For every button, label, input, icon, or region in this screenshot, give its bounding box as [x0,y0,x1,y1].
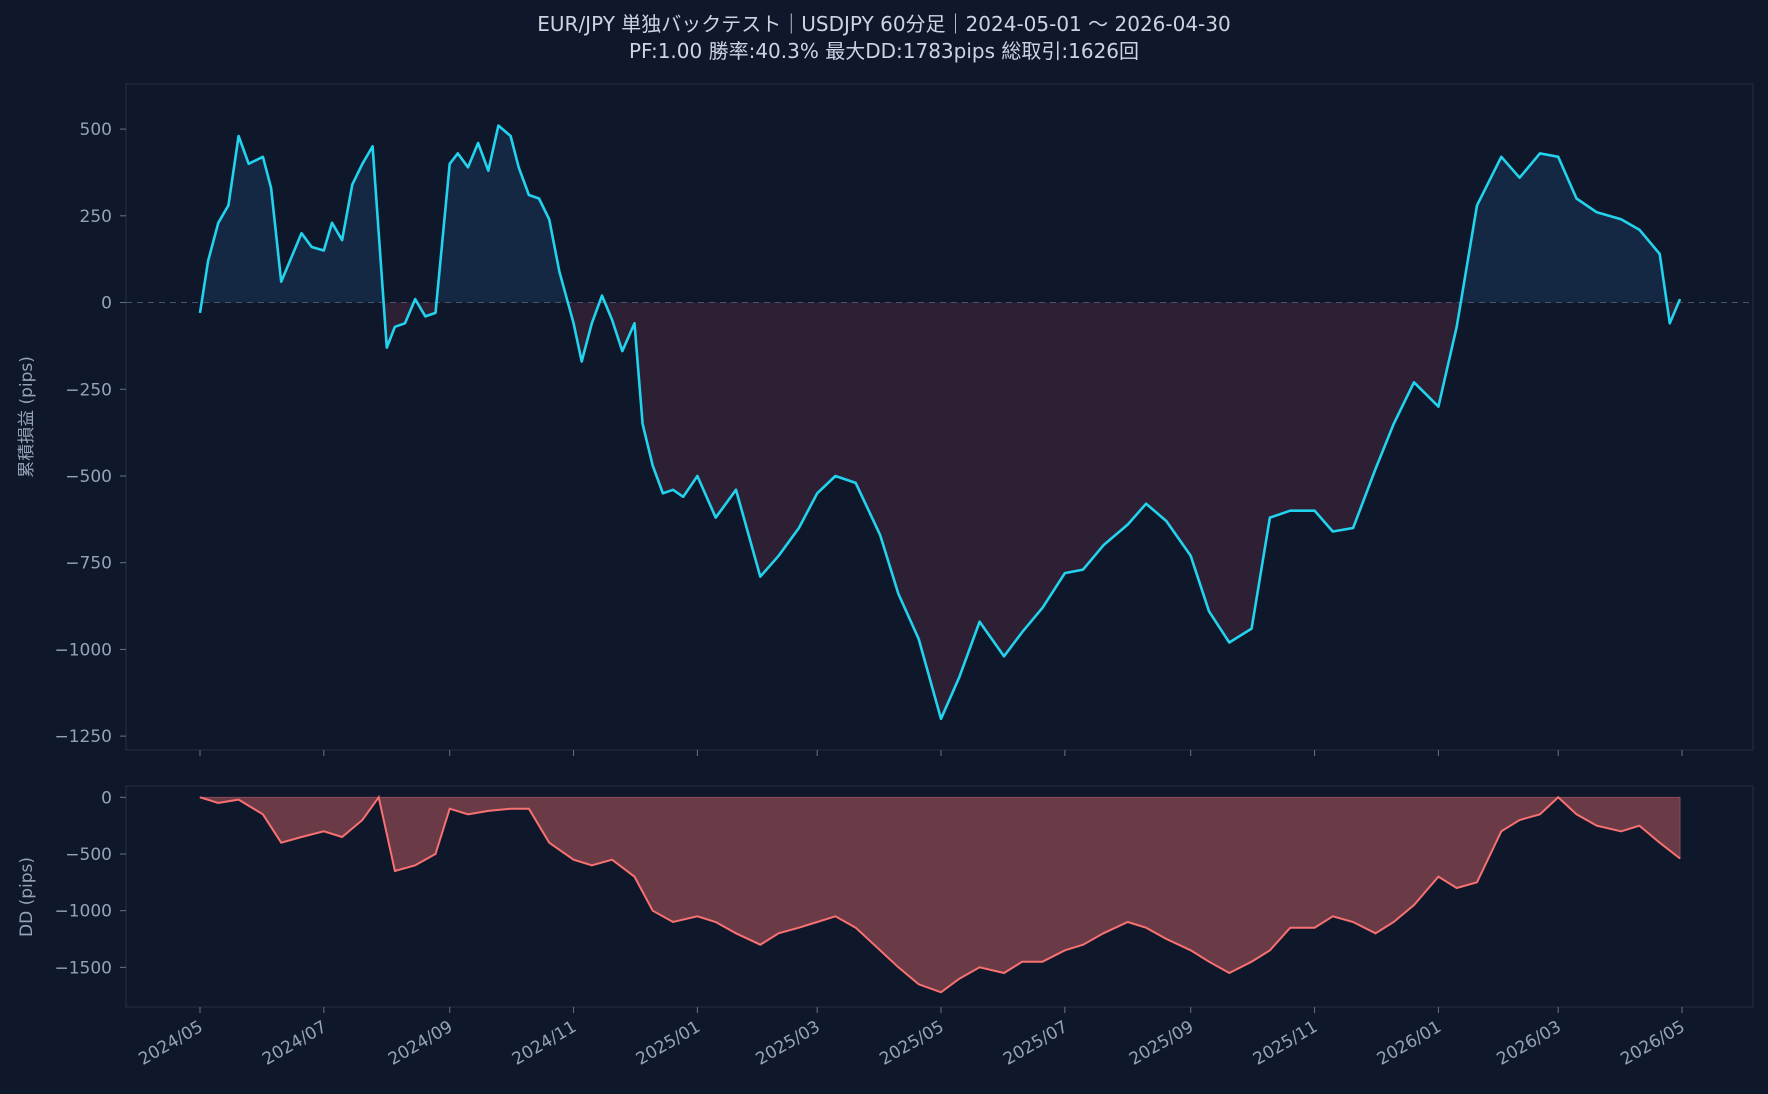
x-tick-label: 2025/03 [753,1017,824,1070]
x-tick-label: 2026/05 [1617,1017,1688,1070]
x-tick-label: 2026/01 [1374,1017,1445,1070]
bottom-y-tick-label: −500 [65,845,112,865]
bottom-y-tick-label: −1500 [54,958,112,978]
top-plot-frame [125,83,1754,751]
x-tick-label: 2024/11 [509,1017,580,1070]
x-tick-label: 2025/11 [1250,1017,1321,1070]
top-y-tick-label: −750 [65,554,112,574]
chart-subtitle: PF:1.00 勝率:40.3% 最大DD:1783pips 総取引:1626回 [629,39,1139,63]
x-tick-label: 2025/01 [633,1017,704,1070]
top-y-tick-label: 250 [80,207,112,227]
bottom-y-tick-label: −1000 [54,902,112,922]
bottom-y-axis-label: DD (pips) [17,857,37,937]
x-tick-label: 2025/07 [1000,1017,1071,1070]
loss-area [200,302,1679,719]
profit-area [200,125,1680,303]
drawdown-line [199,794,1681,994]
bottom-y-tick-label: 0 [101,788,112,808]
x-tick-label: 2024/07 [259,1017,330,1070]
x-tick-label: 2025/05 [876,1017,947,1070]
x-tick-label: 2025/09 [1126,1017,1197,1070]
top-y-tick-label: 0 [101,294,112,314]
top-y-tick-label: 500 [80,120,112,140]
x-tick-label: 2026/03 [1494,1017,1565,1070]
bottom-plot-frame [125,785,1754,1008]
x-tick-label: 2024/09 [385,1017,456,1070]
top-y-tick-label: −1250 [54,727,112,747]
drawdown-area [199,796,1681,993]
chart-title: EUR/JPY 単独バックテスト｜USDJPY 60分足｜2024-05-01 … [537,12,1230,36]
bottom-plot: 0 −500 −1000 −1500 2024/05 2024/07 2024/09 2024… [54,788,1688,1069]
top-y-tick-label: −1000 [54,640,112,660]
top-y-tick-label: −500 [65,467,112,487]
equity-line [198,124,1682,721]
top-plot: 500 250 0 −250 −500 −750 −1000 −1250 [54,120,1753,756]
top-y-axis-label: 累積損益 (pips) [17,356,37,478]
x-tick-label: 2024/05 [135,1017,206,1070]
top-y-tick-label: −250 [65,380,112,400]
